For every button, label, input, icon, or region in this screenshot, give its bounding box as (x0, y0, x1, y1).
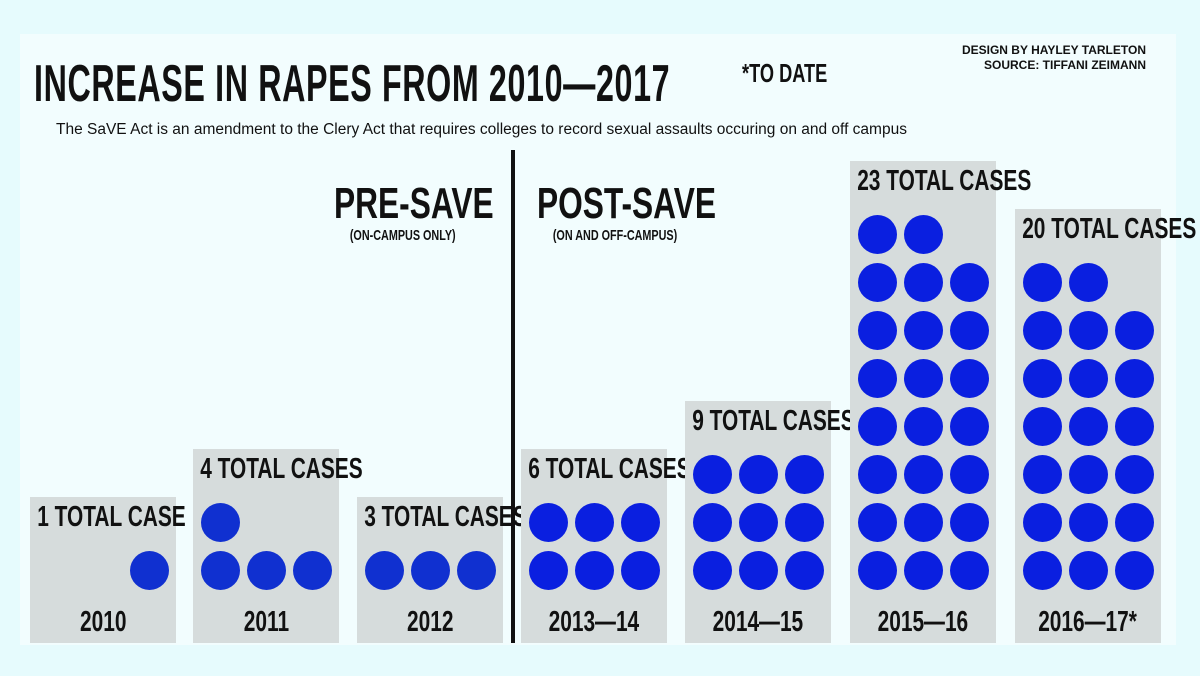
save-act-divider (511, 150, 515, 643)
chart-subtitle: The SaVE Act is an amendment to the Cler… (56, 121, 907, 138)
case-dot (950, 359, 989, 398)
bar-2013-14: 6 TOTAL CASES 2013—14 (521, 449, 691, 643)
case-dot (1069, 503, 1108, 542)
bar-category-label: 2015—16 (877, 606, 969, 638)
case-dot (950, 503, 989, 542)
case-dot (904, 455, 943, 494)
case-dot (904, 311, 943, 350)
case-dot (1115, 407, 1154, 446)
case-dot (130, 551, 169, 590)
case-dot (739, 551, 778, 590)
case-dot (411, 551, 450, 590)
case-dot (950, 407, 989, 446)
post-save-note: (ON AND OFF-CAMPUS) (552, 227, 678, 244)
bar-category-label: 2010 (79, 606, 127, 638)
case-dot (1115, 551, 1154, 590)
pre-save-note: (ON-CAMPUS ONLY) (349, 227, 456, 244)
case-dot (858, 407, 897, 446)
case-dot (693, 503, 732, 542)
case-dot (785, 551, 824, 590)
credits: DESIGN BY HAYLEY TARLETON SOURCE: TIFFAN… (962, 43, 1146, 73)
case-dot (621, 551, 660, 590)
case-dot (785, 503, 824, 542)
case-dot (858, 455, 897, 494)
case-dot (457, 551, 496, 590)
post-save-heading: POST-SAVE (ON AND OFF-CAMPUS) (537, 180, 716, 244)
case-dot (1023, 407, 1062, 446)
case-dot (575, 551, 614, 590)
bar-value-label: 23 TOTAL CASES (857, 165, 1032, 197)
bar-category-label: 2011 (243, 606, 289, 638)
case-dot (1115, 455, 1154, 494)
case-dot (1069, 311, 1108, 350)
case-dot (1115, 359, 1154, 398)
case-dot (1069, 455, 1108, 494)
case-dot (858, 263, 897, 302)
case-dot (201, 551, 240, 590)
case-dot (950, 263, 989, 302)
case-dot (785, 455, 824, 494)
case-dot (621, 503, 660, 542)
case-dot (1115, 503, 1154, 542)
bar-category-label: 2012 (406, 606, 454, 638)
bar-category-label: 2014—15 (712, 606, 804, 638)
bar-value-label: 9 TOTAL CASES (692, 405, 855, 437)
case-dot (1023, 311, 1062, 350)
case-dot (1069, 407, 1108, 446)
bar-value-label: 1 TOTAL CASE (37, 501, 186, 533)
case-dot (1023, 503, 1062, 542)
case-dot (950, 455, 989, 494)
case-dot (365, 551, 404, 590)
post-save-label: POST-SAVE (537, 179, 716, 228)
case-dot (293, 551, 332, 590)
chart-title: INCREASE IN RAPES FROM 2010—2017 (34, 55, 671, 113)
case-dot (739, 455, 778, 494)
case-dot (1069, 359, 1108, 398)
pre-save-label: PRE-SAVE (334, 179, 494, 228)
case-dot (201, 503, 240, 542)
case-dot (1069, 551, 1108, 590)
case-dot (904, 215, 943, 254)
case-dot (1115, 311, 1154, 350)
design-credit: DESIGN BY HAYLEY TARLETON (961, 43, 1146, 57)
case-dot (950, 551, 989, 590)
case-dot (1023, 455, 1062, 494)
case-dot (693, 551, 732, 590)
case-dot (858, 503, 897, 542)
case-dot (904, 359, 943, 398)
bar-value-label: 3 TOTAL CASES (364, 501, 527, 533)
case-dot (739, 503, 778, 542)
case-dot (904, 503, 943, 542)
to-date-note: *TO DATE (742, 58, 828, 88)
case-dot (575, 503, 614, 542)
case-dot (529, 503, 568, 542)
case-dot (693, 455, 732, 494)
bar-value-label: 4 TOTAL CASES (200, 453, 363, 485)
case-dot (247, 551, 286, 590)
case-dot (904, 551, 943, 590)
bar-value-label: 20 TOTAL CASES (1022, 213, 1197, 245)
case-dot (858, 215, 897, 254)
case-dot (1069, 263, 1108, 302)
case-dot (1023, 263, 1062, 302)
case-dot (1023, 359, 1062, 398)
case-dot (1023, 551, 1062, 590)
bar-category-label: 2013—14 (548, 606, 640, 638)
source-credit: SOURCE: TIFFANI ZEIMANN (984, 58, 1146, 72)
bar-category-label: 2016—17* (1038, 606, 1138, 638)
case-dot (904, 263, 943, 302)
case-dot (858, 551, 897, 590)
pre-save-heading: PRE-SAVE (ON-CAMPUS ONLY) (334, 180, 494, 244)
case-dot (858, 311, 897, 350)
case-dot (904, 407, 943, 446)
case-dot (950, 311, 989, 350)
case-dot (858, 359, 897, 398)
case-dot (529, 551, 568, 590)
bar-value-label: 6 TOTAL CASES (528, 453, 691, 485)
bar-2011: 4 TOTAL CASES 2011 (193, 449, 363, 643)
